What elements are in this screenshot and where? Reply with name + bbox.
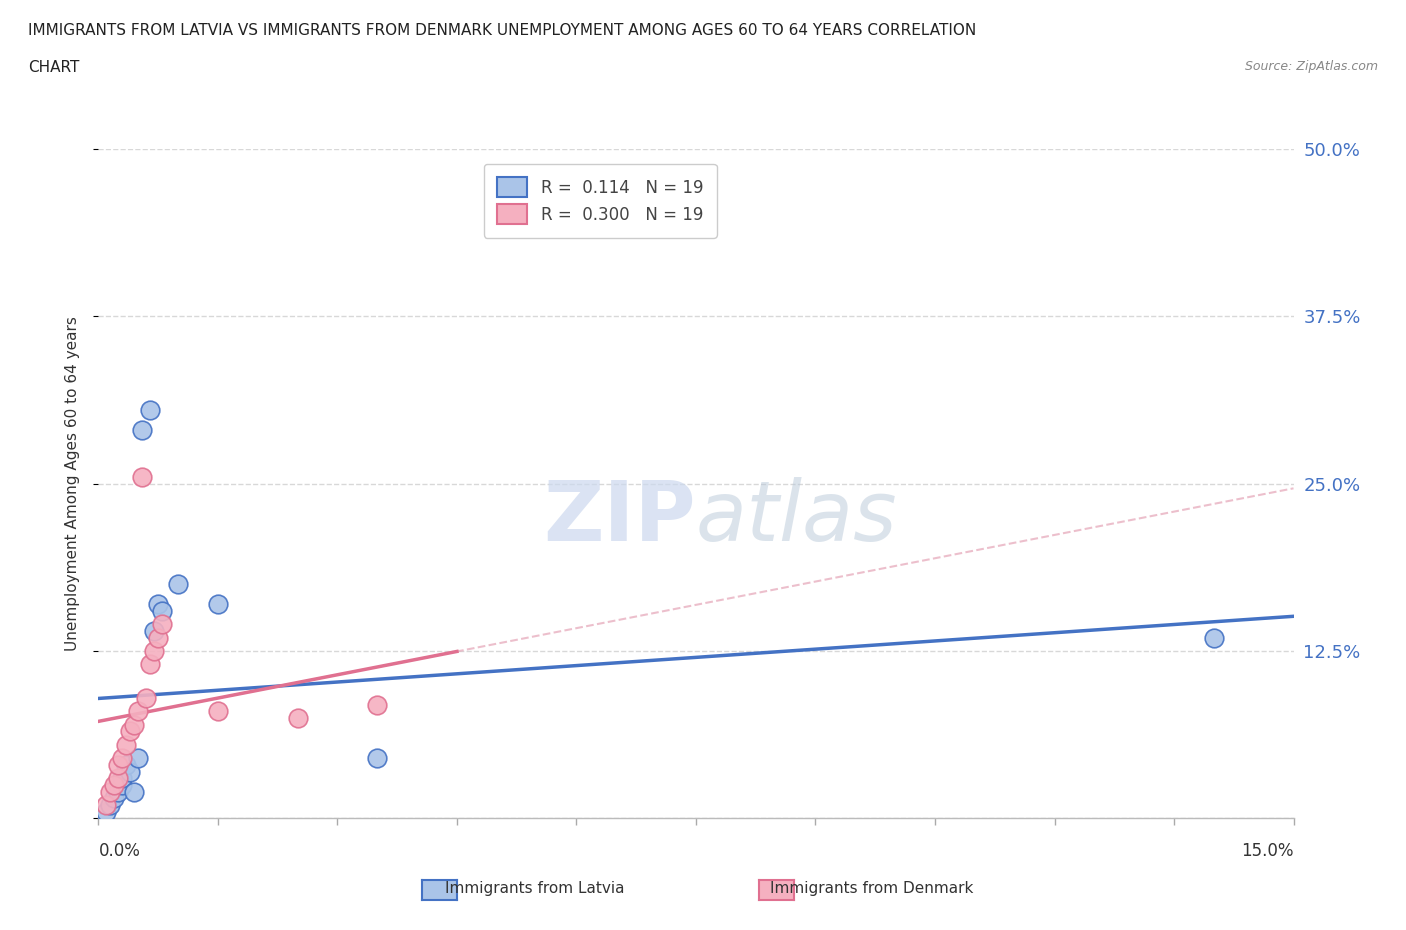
Point	[107, 771, 129, 786]
Point	[139, 403, 162, 418]
Point	[120, 764, 142, 779]
Text: 0.0%: 0.0%	[98, 842, 141, 860]
Point	[103, 777, 125, 792]
Point	[287, 711, 309, 725]
Point	[148, 597, 170, 612]
Legend: R =  0.114   N = 19, R =  0.300   N = 19: R = 0.114 N = 19, R = 0.300 N = 19	[484, 164, 717, 238]
Point	[148, 631, 170, 645]
Text: ZIP: ZIP	[544, 476, 696, 558]
Text: atlas: atlas	[696, 476, 897, 558]
Point	[207, 597, 229, 612]
Point	[366, 751, 388, 765]
Point	[107, 757, 129, 772]
Text: 15.0%: 15.0%	[1241, 842, 1294, 860]
Point	[127, 704, 149, 719]
Point	[135, 690, 157, 705]
Point	[207, 704, 229, 719]
Point	[127, 751, 149, 765]
Point	[143, 623, 166, 638]
Point	[124, 717, 146, 732]
Point	[167, 577, 190, 591]
Text: CHART: CHART	[28, 60, 80, 75]
Y-axis label: Unemployment Among Ages 60 to 64 years: Unemployment Among Ages 60 to 64 years	[65, 316, 80, 651]
Point	[96, 804, 118, 819]
Point	[150, 604, 173, 618]
Point	[111, 751, 134, 765]
Point	[139, 657, 162, 671]
Point	[143, 644, 166, 658]
Text: Immigrants from Latvia: Immigrants from Latvia	[444, 881, 624, 896]
Point	[111, 777, 134, 792]
Text: Immigrants from Denmark: Immigrants from Denmark	[770, 881, 973, 896]
Point	[96, 798, 118, 813]
Point	[98, 784, 122, 799]
Point	[111, 771, 134, 786]
Point	[115, 737, 138, 752]
Point	[124, 784, 146, 799]
Point	[115, 757, 138, 772]
Point	[131, 422, 153, 437]
Point	[103, 790, 125, 805]
Text: Source: ZipAtlas.com: Source: ZipAtlas.com	[1244, 60, 1378, 73]
Point	[1202, 631, 1225, 645]
Point	[120, 724, 142, 738]
Text: IMMIGRANTS FROM LATVIA VS IMMIGRANTS FROM DENMARK UNEMPLOYMENT AMONG AGES 60 TO : IMMIGRANTS FROM LATVIA VS IMMIGRANTS FRO…	[28, 23, 976, 38]
Point	[150, 617, 173, 631]
Point	[366, 698, 388, 712]
Point	[131, 470, 153, 485]
Point	[98, 798, 122, 813]
Point	[107, 784, 129, 799]
